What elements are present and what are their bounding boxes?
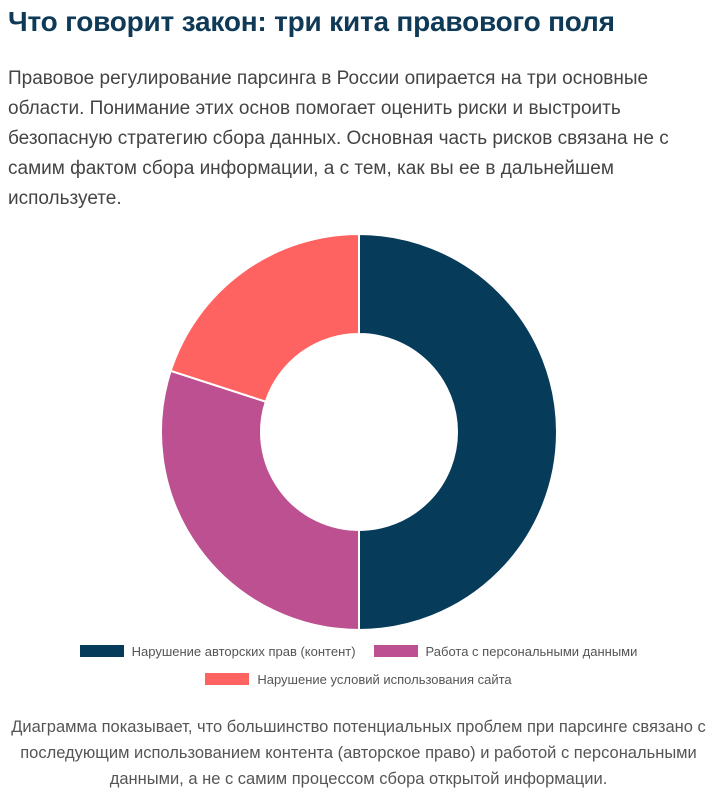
legend-row-1: Нарушение авторских прав (контент) Работ… [0,640,717,662]
legend-swatch [373,645,418,657]
slice-personal-data[interactable] [160,369,360,632]
chart-slices [160,232,558,632]
slice-terms-of-use[interactable] [169,232,360,403]
legend-row-2: Нарушение условий использования сайта [0,668,717,690]
chart-legend: Нарушение авторских прав (контент) Работ… [0,640,717,696]
legend-item-copyright[interactable]: Нарушение авторских прав (контент) [79,643,356,659]
legend-swatch [205,673,250,685]
legend-label: Работа с персональными данными [425,643,638,659]
legend-swatch [79,645,124,657]
doughnut-chart [160,232,558,632]
legend-item-terms-of-use[interactable]: Нарушение условий использования сайта [205,671,512,687]
legend-label: Нарушение авторских прав (контент) [131,643,356,659]
slice-copyright[interactable] [358,232,558,632]
chart-caption: Диаграмма показывает, что большинство по… [11,718,706,788]
legend-item-personal-data[interactable]: Работа с персональными данными [373,643,638,659]
section-title: Что говорит закон: три кита правового по… [8,6,615,37]
intro-paragraph: Правовое регулирование парсинга в России… [8,68,669,209]
legend-label: Нарушение условий использования сайта [257,671,512,687]
